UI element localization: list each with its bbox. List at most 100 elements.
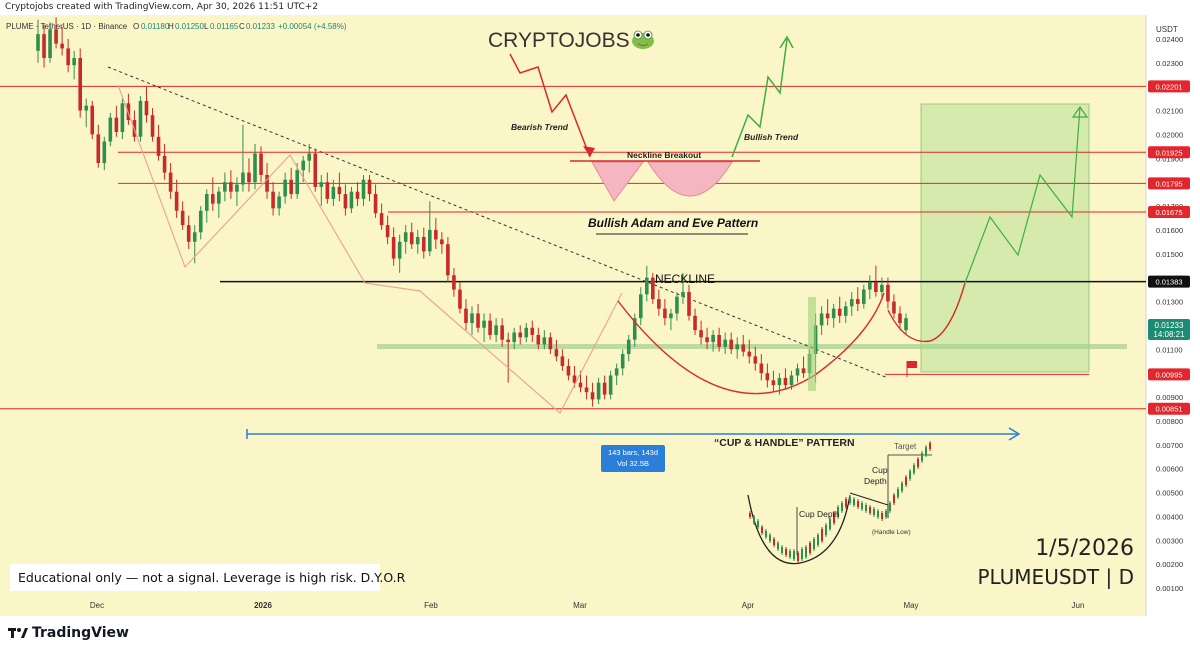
- candle: [735, 337, 740, 359]
- bullish-arrowhead: [779, 35, 794, 49]
- candle: [283, 172, 287, 204]
- inset-cup-label: Cup: [872, 465, 888, 475]
- candle: [66, 38, 70, 73]
- candle: [548, 332, 553, 355]
- level-label-bg: [1148, 402, 1190, 415]
- inset-candle-body: [769, 535, 771, 541]
- price-tick-label: 0.01900: [1156, 154, 1183, 163]
- candle: [289, 167, 293, 199]
- candle: [590, 382, 595, 407]
- candle: [717, 327, 721, 352]
- candle: [837, 296, 842, 323]
- time-tick-label: May: [903, 601, 918, 610]
- chart-caption: Cryptojobs created with TradingView.com,…: [5, 2, 319, 12]
- chart[interactable]: 143 bars, 143d Vol 32.5B Cup Depth Cup D…: [0, 15, 1200, 616]
- candle: [108, 112, 113, 147]
- price-tick-label: 0.01100: [1156, 345, 1183, 354]
- candle: [434, 217, 438, 249]
- candle: [524, 322, 529, 343]
- inset-candle-body: [757, 521, 759, 527]
- measure-tooltip: 143 bars, 143d Vol 32.5B: [601, 445, 665, 472]
- candle: [488, 313, 492, 340]
- bearish-trend-label: Bearish Trend: [511, 122, 569, 132]
- candle: [452, 268, 456, 297]
- inset-candle-body: [873, 509, 875, 515]
- candle: [84, 98, 89, 128]
- cup-curve: [617, 292, 885, 395]
- breakout-highlight: [808, 297, 816, 391]
- inset-handle-low: (Handle Low): [872, 529, 911, 536]
- candle: [512, 327, 516, 350]
- inset-candle-body: [897, 489, 899, 497]
- candle: [277, 191, 281, 216]
- inset-candle-body: [913, 465, 915, 473]
- candle: [211, 177, 215, 211]
- candle: [229, 170, 233, 199]
- candle: [349, 186, 354, 214]
- candle: [265, 163, 269, 199]
- candle: [36, 19, 40, 63]
- candle: [470, 306, 474, 335]
- level-label: 0.00995: [1155, 370, 1182, 379]
- inset-candle-body: [921, 453, 923, 461]
- inset-candle-body: [845, 499, 847, 507]
- price-tick-label: 0.01500: [1156, 250, 1183, 259]
- candle: [102, 136, 107, 171]
- time-tick-label: Apr: [742, 601, 755, 610]
- inset-candle-body: [889, 503, 891, 511]
- ohlc-o-label: O: [133, 22, 139, 31]
- candle: [843, 301, 848, 323]
- candle: [313, 148, 318, 192]
- candle: [849, 291, 854, 316]
- candle: [428, 201, 432, 257]
- candle: [741, 334, 746, 357]
- candle: [675, 291, 679, 321]
- level-labels: 0.02201 0.01925 0.01795 0.01675 0.01383 0.009…: [1148, 80, 1190, 415]
- candle: [186, 215, 191, 249]
- candle: [801, 356, 806, 378]
- candle: [217, 186, 221, 218]
- candle: [482, 313, 486, 343]
- candle: [379, 203, 384, 230]
- inset-candle-body: [857, 501, 859, 507]
- handle-projection: [887, 282, 966, 343]
- inset-candle-body: [905, 477, 907, 485]
- bullish-trend-arrow: [731, 38, 788, 158]
- inset-depth-label: Depth: [864, 476, 887, 486]
- time-tick-label: 2026: [254, 601, 272, 610]
- inset-candle-body: [853, 499, 855, 505]
- level-label-bg: [1148, 368, 1190, 381]
- footer: [0, 616, 1200, 654]
- price-tick-label: 0.01600: [1156, 226, 1183, 235]
- candle: [168, 163, 173, 199]
- inset-candle-body: [841, 503, 843, 511]
- current-price-value: 0.01233: [1155, 321, 1184, 330]
- candle: [831, 303, 836, 328]
- neckline-label: NECKLINE: [655, 272, 715, 286]
- candle: [783, 368, 788, 390]
- candle: [602, 375, 607, 400]
- candle: [729, 332, 733, 355]
- frog-icon: [632, 30, 654, 49]
- tradingview-logo[interactable]: TradingView: [8, 625, 129, 641]
- flag-marker: [906, 361, 917, 377]
- candle: [235, 177, 239, 206]
- chart-caption-bar: Cryptojobs created with TradingView.com,…: [0, 0, 1200, 15]
- price-tick-label: 0.00200: [1156, 560, 1183, 569]
- inset-candle-body: [881, 513, 883, 519]
- level-label-bg: [1148, 177, 1190, 190]
- inset-candle-body: [929, 443, 931, 449]
- candle: [626, 334, 631, 362]
- ohlc-h-label: H: [168, 22, 174, 31]
- bearish-trend-arrow: [509, 53, 591, 158]
- disclaimer-text: Educational only — not a signal. Leverag…: [18, 570, 406, 585]
- inset-candle-body: [893, 495, 895, 503]
- candle: [307, 143, 312, 173]
- cup-handle-inset: Cup Depth Cup Depth Target (Handle Low): [747, 441, 932, 565]
- level-label: 0.01383: [1155, 278, 1182, 287]
- candle: [198, 206, 203, 240]
- candle: [753, 346, 758, 371]
- level-label: 0.01795: [1155, 179, 1182, 188]
- price-axis-background: [1146, 15, 1200, 616]
- candle: [337, 172, 342, 202]
